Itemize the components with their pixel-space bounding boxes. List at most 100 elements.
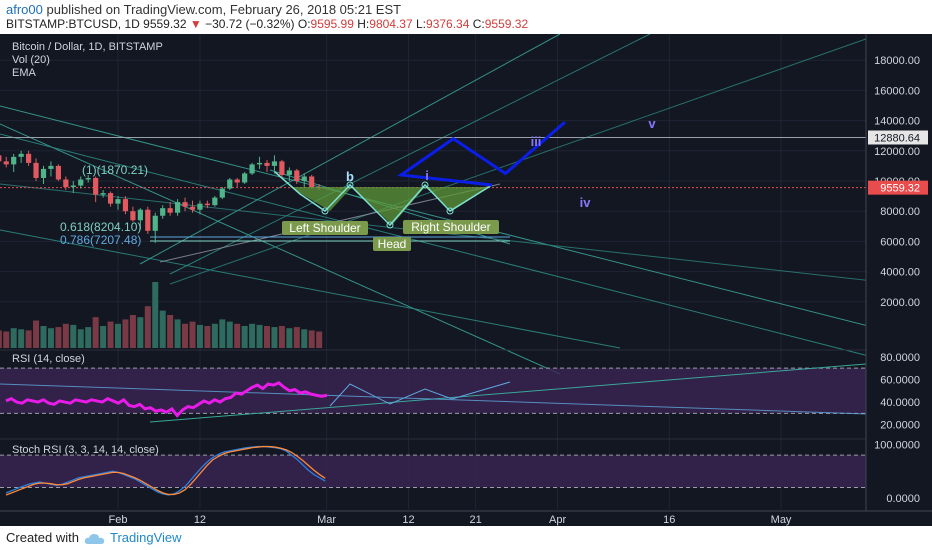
rsi-trendline <box>0 383 867 415</box>
time-tick: 12 <box>194 514 206 526</box>
price-tick: 18000.00 <box>874 55 920 67</box>
stoch-line <box>5 445 326 496</box>
pattern-outline <box>274 171 493 227</box>
axis-background <box>866 34 932 511</box>
volume-bar <box>159 310 166 348</box>
time-tick: 21 <box>469 514 481 526</box>
candle-body <box>219 188 225 198</box>
candle-body <box>33 162 39 178</box>
candle-body <box>48 165 54 169</box>
price-tick: 2000.00 <box>880 297 920 309</box>
volume-bar <box>249 323 256 348</box>
candle-body <box>227 179 233 189</box>
chart-footer: Created with TradingView <box>0 526 932 550</box>
legend-entry: Vol (20) <box>12 54 50 66</box>
tradingview-logo[interactable]: TradingView <box>84 530 182 545</box>
pattern-point <box>346 181 354 189</box>
annotation-box <box>282 221 368 235</box>
price-tick: 4000.00 <box>880 267 920 279</box>
wave-label: iv <box>580 195 592 210</box>
annotation-label: Head <box>378 237 407 251</box>
candle-body <box>182 202 188 207</box>
candle-body <box>249 164 255 174</box>
candle-body <box>11 156 17 165</box>
stoch-tick: 100.0000 <box>874 439 920 451</box>
time-tick: 16 <box>663 514 675 526</box>
candle-body <box>107 193 114 204</box>
trend-line <box>0 133 901 365</box>
trend-line <box>0 229 621 349</box>
candle-body <box>70 185 76 188</box>
candle-body <box>18 153 24 157</box>
price-tag: 9559.32 <box>880 183 920 195</box>
change-text: −30.72 (−0.32%) <box>205 17 295 31</box>
volume-bar <box>85 327 92 348</box>
volume-bar <box>77 329 84 348</box>
rsi-tick: 40.0000 <box>880 397 920 409</box>
volume-bar <box>204 326 211 348</box>
price-tick: 20000.00 <box>874 34 920 37</box>
volume-bar <box>3 331 10 348</box>
volume-bar <box>62 323 69 348</box>
high-value: 9804.37 <box>369 17 413 31</box>
volume-bar <box>271 327 278 348</box>
fib-label: (1)(1870.21) <box>82 163 148 177</box>
time-tick: Feb <box>109 514 128 526</box>
volume-bar <box>33 320 40 348</box>
candle-body <box>234 179 240 183</box>
price-tick: 12000.00 <box>874 146 920 158</box>
volume-bar <box>18 329 25 348</box>
candle-body <box>85 177 91 180</box>
price-tag-bg <box>868 130 928 145</box>
candle-body <box>301 176 307 181</box>
wave-label: b <box>346 169 354 184</box>
fib-label: 0.618(8204.10) <box>60 220 141 234</box>
volume-bar <box>70 324 77 348</box>
time-tick: Mar <box>317 514 336 526</box>
volume-bar <box>10 328 17 348</box>
trend-line <box>139 34 561 265</box>
annotation-label: Left Shoulder <box>289 221 360 235</box>
annotation-box <box>403 220 499 234</box>
volume-bar <box>316 331 323 348</box>
volume-bar <box>129 315 136 348</box>
pattern-point <box>446 207 454 215</box>
quote-line: BITSTAMP:BTCUSD, 1D 9559.32 ▼ −30.72 (−0… <box>6 17 528 31</box>
volume-bar <box>293 327 300 348</box>
volume-bar <box>100 326 107 348</box>
price-tick: 6000.00 <box>880 236 920 248</box>
volume-bar <box>234 323 241 348</box>
volume-bar <box>47 328 54 348</box>
time-axis: Feb 12 Mar 12 21 Apr 16 May <box>0 510 932 526</box>
volume-bar <box>189 321 196 348</box>
last-price: 9559.32 <box>143 17 187 31</box>
volume-bar <box>286 328 293 348</box>
candle-body <box>0 155 2 162</box>
down-arrow-icon: ▼ <box>189 17 202 31</box>
volume-bar <box>115 323 121 348</box>
open-value: 9595.99 <box>310 17 354 31</box>
pattern-point <box>421 181 429 189</box>
candle-body <box>264 162 270 166</box>
candle-body <box>160 208 166 216</box>
head-shoulders-pattern <box>274 120 566 229</box>
chart-canvas[interactable]: 20000.00 18000.00 16000.00 14000.00 12000.00… <box>0 34 932 526</box>
candle-body <box>152 215 158 231</box>
rsi-tick: 80.0000 <box>880 352 920 364</box>
created-with-text: Created with <box>6 530 79 545</box>
candle-body <box>55 165 61 180</box>
volume-bar <box>25 330 32 348</box>
publish-line: afro00 published on TradingView.com, Feb… <box>6 2 401 17</box>
author-link[interactable]: afro00 <box>6 2 43 17</box>
legend-entry: EMA <box>12 67 37 79</box>
volume-bar <box>182 323 189 348</box>
candle-body <box>26 153 32 163</box>
candle-body <box>78 179 84 186</box>
volume-bar <box>219 319 226 348</box>
chart-background <box>0 34 932 526</box>
grid-lines <box>0 34 866 509</box>
cloud-icon <box>84 533 105 544</box>
rsi-trendline <box>149 363 867 423</box>
candle-body <box>93 177 99 195</box>
